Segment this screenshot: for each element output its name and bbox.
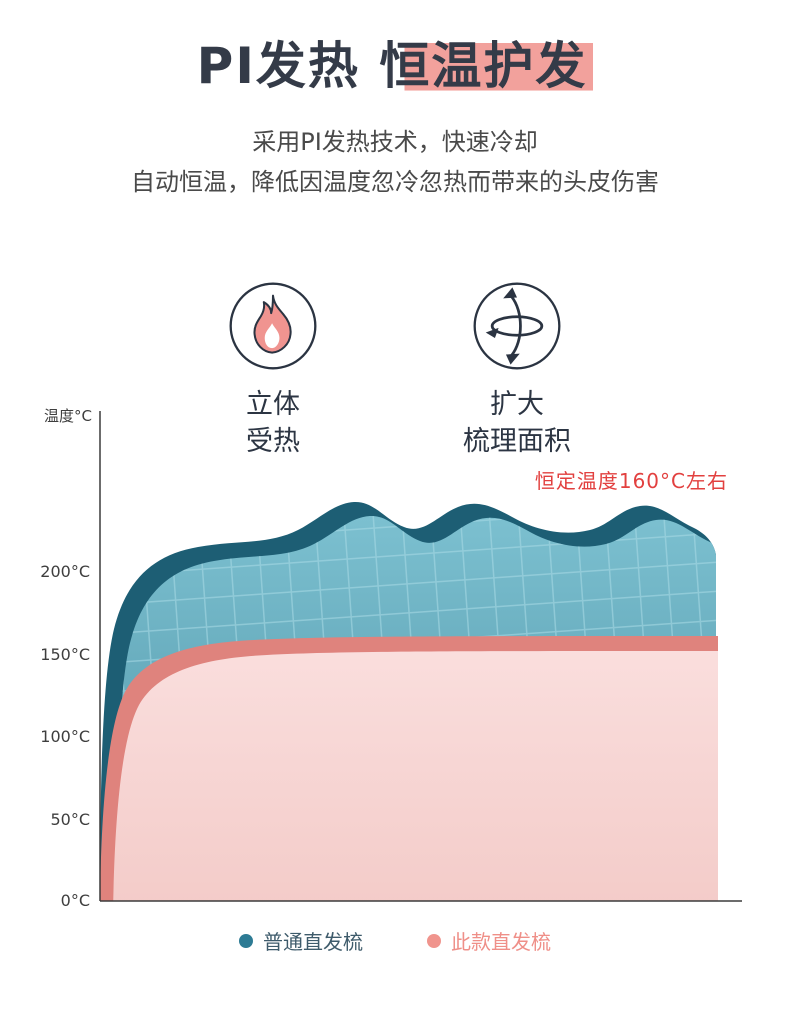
y-tick-0: 0°C (60, 891, 90, 910)
temperature-chart: 温度°C 200°C 150°C 100°C 50°C 0°C 恒定温度160°… (0, 393, 790, 963)
page-title-plain: PI发热 (196, 37, 380, 95)
legend-label-ordinary-comb: 普通直发梳 (263, 930, 363, 954)
legend-item-this-comb: 此款直发梳 (427, 926, 551, 955)
feature-label-line: 梳理面积 (463, 426, 571, 457)
chart-plot-area (99, 411, 742, 902)
feature-larger-combing-area: 扩大 梳理面积 (437, 280, 597, 460)
y-tick-50: 50°C (50, 810, 90, 829)
subtitle-line-2: 自动恒温，降低因温度忽冷忽热而带来的头皮伤害 (131, 168, 659, 196)
feature-label-line: 扩大 (490, 389, 544, 420)
y-tick-100: 100°C (40, 727, 90, 746)
legend-dot-pink (427, 933, 441, 948)
feature-label-line: 受热 (246, 426, 300, 457)
y-tick-150: 150°C (40, 645, 90, 664)
subtitle-line-1: 采用PI发热技术，快速冷却 (252, 128, 538, 156)
feature-list: 立体 受热 扩 (0, 280, 790, 460)
feature-label-stereo-heating: 立体 受热 (193, 386, 353, 460)
series-this-comb (100, 636, 718, 901)
chart-legend: 普通直发梳 此款直发梳 (0, 926, 790, 955)
feature-label-larger-combing-area: 扩大 梳理面积 (437, 386, 597, 460)
page-title-highlight: 恒温护发 (379, 37, 594, 95)
subtitle: 采用PI发热技术，快速冷却 自动恒温，降低因温度忽冷忽热而带来的头皮伤害 (0, 122, 790, 202)
legend-item-ordinary-comb: 普通直发梳 (239, 926, 363, 955)
legend-dot-blue (239, 933, 253, 948)
flame-icon (227, 280, 319, 372)
legend-label-this-comb: 此款直发梳 (451, 930, 551, 954)
rotate-arrows-icon (471, 280, 563, 372)
y-tick-200: 200°C (40, 562, 90, 581)
header: PI发热 恒温护发 采用PI发热技术，快速冷却 自动恒温，降低因温度忽冷忽热而带… (0, 0, 790, 202)
y-axis-unit-label: 温度°C (44, 407, 92, 425)
page-title: PI发热 恒温护发 (0, 36, 790, 96)
chart-axes (99, 411, 742, 902)
feature-stereo-heating: 立体 受热 (193, 280, 353, 460)
feature-label-line: 立体 (246, 389, 300, 420)
constant-temperature-annotation: 恒定温度160°C左右 (534, 469, 728, 493)
